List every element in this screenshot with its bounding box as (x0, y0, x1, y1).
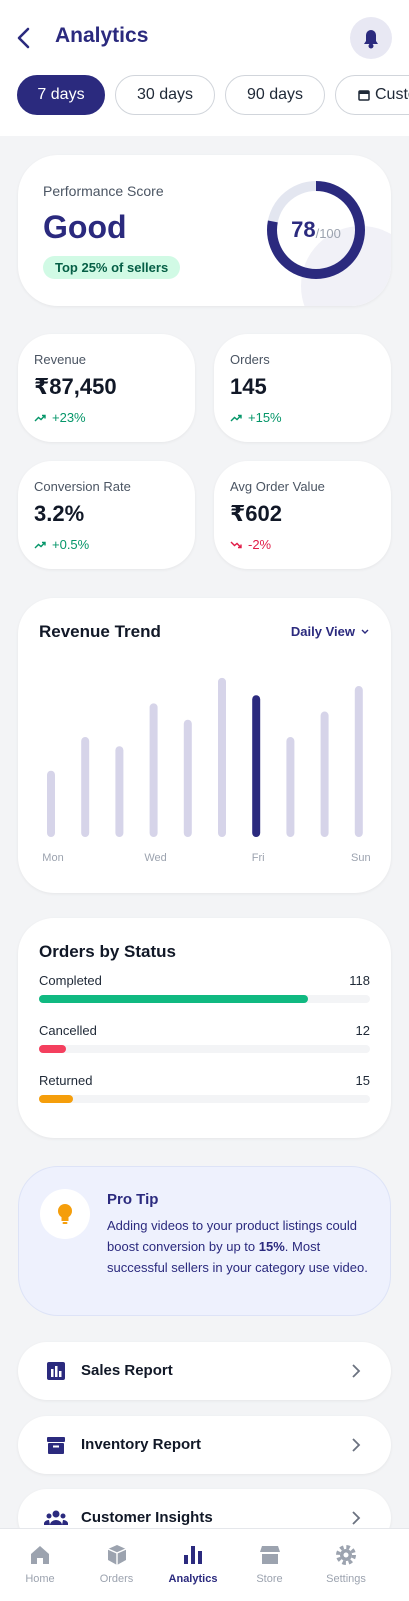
status-bar (39, 1095, 74, 1103)
tip-title: Pro Tip (107, 1191, 159, 1208)
score-value: 78 (291, 217, 316, 242)
score-text: 78/100 (263, 177, 369, 283)
x-tick-label: Fri (252, 852, 265, 864)
view-dropdown[interactable]: Daily View (291, 624, 369, 639)
back-button[interactable] (14, 26, 34, 50)
metric-change: -2% (230, 537, 271, 552)
tip-text: Adding videos to your product listings c… (107, 1215, 369, 1278)
orders-status-card: Orders by Status Completed 118 Cancelled 12… (18, 918, 391, 1138)
status-track (39, 995, 370, 1003)
report-label: Customer Insights (81, 1509, 213, 1526)
status-track (39, 1095, 370, 1103)
nav-label: Settings (326, 1573, 366, 1585)
status-bar (39, 1045, 67, 1053)
filter-pill[interactable]: 90 days (225, 75, 325, 115)
filter-pill[interactable]: Custom (335, 75, 409, 115)
metric-card: Orders 145 +15% (214, 334, 391, 442)
filter-label: 90 days (246, 86, 304, 103)
metric-value: ₹87,450 (34, 374, 117, 399)
nav-label: Home (25, 1573, 55, 1585)
x-tick-label: Sun (351, 852, 371, 864)
metric-change-value: +23% (52, 410, 86, 425)
metric-value: ₹602 (230, 501, 283, 526)
status-track (39, 1045, 370, 1053)
metric-label: Avg Order Value (230, 479, 325, 494)
score-ring (267, 181, 365, 279)
nav-item[interactable]: Settings (306, 1543, 386, 1585)
filter-label: Custom (375, 86, 409, 103)
nav-label: Orders (99, 1573, 134, 1585)
bar (252, 695, 261, 837)
metric-label: Orders (230, 352, 270, 367)
bar (183, 719, 192, 837)
tip-text-before: Adding videos to your product listings c… (107, 1218, 358, 1254)
metric-change: +0.5% (34, 537, 89, 552)
tip-text-after: . Most successful sellers in your catego… (107, 1239, 368, 1275)
performance-card: Performance Score Good Top 25% of seller… (18, 155, 391, 306)
status-count: 12 (355, 1023, 370, 1038)
nav-label: Store (256, 1573, 283, 1585)
bar (115, 746, 124, 837)
nav-item[interactable]: Store (230, 1543, 310, 1585)
tip-icon (40, 1189, 90, 1239)
chart-title: Revenue Trend (39, 622, 161, 641)
metric-change: +15% (230, 410, 282, 425)
nav-item[interactable]: Home (0, 1543, 80, 1585)
metric-change-value: -2% (248, 537, 272, 552)
bar (286, 737, 295, 837)
metric-card: Revenue ₹87,450 +23% (18, 334, 195, 442)
bar (47, 770, 55, 837)
nav-label: Analytics (168, 1573, 218, 1585)
pro-tip-card: Pro Tip Adding videos to your product li… (18, 1166, 391, 1316)
report-label: Sales Report (81, 1362, 173, 1379)
status-count: 15 (355, 1073, 370, 1088)
top-bar: Analytics 7 days 30 days 90 days Custom (0, 0, 409, 136)
performance-rating: Good (43, 209, 127, 245)
score-max: /100 (315, 225, 341, 241)
metric-change: +23% (34, 410, 86, 425)
status-title: Orders by Status (39, 942, 176, 961)
x-tick-label: Mon (42, 852, 63, 864)
metric-change-value: +15% (248, 410, 282, 425)
tip-text-bold: 15% (258, 1239, 285, 1254)
view-label: Daily View (290, 624, 355, 639)
performance-badge: Top 25% of sellers (43, 256, 181, 279)
nav-item[interactable]: Analytics (153, 1543, 233, 1585)
bar (320, 711, 329, 837)
revenue-trend-card: Revenue Trend Daily View Mon Wed Fri Sun (18, 598, 391, 893)
bar (218, 677, 226, 837)
metric-card: Avg Order Value ₹602 -2% (214, 461, 391, 569)
filter-label: 30 days (136, 86, 194, 103)
status-label: Cancelled (39, 1023, 97, 1038)
filter-label: 7 days (37, 86, 85, 103)
bar (81, 737, 90, 837)
metric-value: 145 (230, 374, 267, 399)
metric-change-value: +0.5% (52, 537, 90, 552)
chart: Mon Wed Fri Sun (42, 677, 371, 864)
bar (149, 703, 158, 837)
filter-pill[interactable]: 30 days (115, 75, 215, 115)
x-tick-label: Wed (144, 852, 166, 864)
status-count: 118 (349, 973, 370, 988)
ring-progress (267, 181, 365, 279)
filter-pill[interactable]: 7 days (17, 75, 105, 115)
bar (354, 686, 363, 837)
report-item[interactable]: Sales Report (18, 1342, 391, 1400)
metric-label: Revenue (34, 352, 87, 367)
report-label: Inventory Report (81, 1435, 202, 1453)
status-label: Returned (39, 1073, 93, 1088)
report-item[interactable]: Inventory Report (18, 1415, 391, 1474)
notification-button[interactable] (350, 17, 392, 59)
page-title: Analytics (55, 24, 149, 47)
metric-card: Conversion Rate 3.2% +0.5% (18, 461, 195, 569)
metric-value: 3.2% (34, 501, 85, 526)
metric-label: Conversion Rate (34, 479, 131, 494)
status-label: Completed (39, 973, 102, 988)
status-bar (39, 995, 309, 1003)
nav-item[interactable]: Orders (77, 1543, 157, 1585)
performance-label: Performance Score (43, 183, 164, 199)
bottom-nav: Home Orders Analytics Store Settings (0, 1528, 409, 1601)
